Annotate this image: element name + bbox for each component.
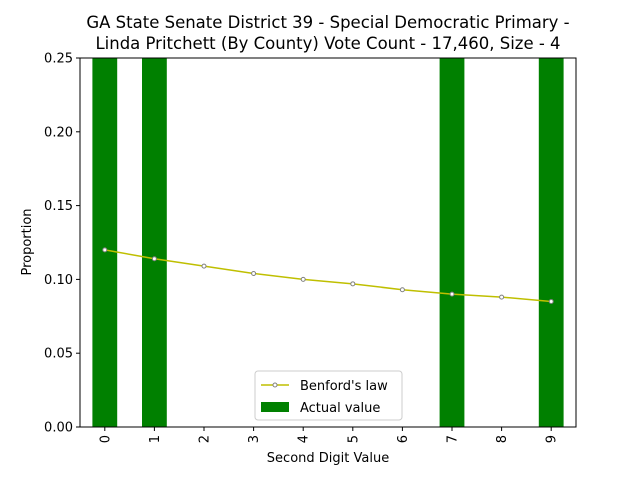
legend-label-actual: Actual value [300, 401, 380, 416]
bar-digit-0 [92, 58, 118, 427]
legend-label-benford: Benford's law [300, 379, 388, 394]
benford-point-4 [300, 276, 306, 282]
benford-point-0 [102, 247, 108, 253]
x-tick-label: 0 [98, 435, 113, 443]
x-tick-label: 2 [198, 435, 213, 443]
y-axis: 0.00 0.05 0.10 0.15 0.20 0.25 [44, 52, 80, 436]
x-tick-label: 8 [495, 435, 510, 443]
legend-box [254, 370, 403, 421]
bar-digit-1 [142, 58, 167, 427]
bar-digit-9 [538, 58, 564, 427]
y-tick-label: 0.20 [44, 125, 73, 140]
benford-line [104, 249, 552, 303]
x-tick-label: 5 [346, 435, 361, 443]
x-tick-label: 7 [446, 435, 461, 443]
y-tick-label: 0.25 [44, 52, 73, 67]
benford-point-8 [499, 294, 505, 300]
x-tick-label: 4 [297, 435, 312, 443]
chart-title-line-2: Linda Pritchett (By County) Vote Count -… [95, 34, 560, 53]
benford-point-6 [399, 287, 405, 293]
x-tick-label: 9 [545, 435, 560, 443]
legend-bar-swatch [261, 402, 289, 412]
bar-series [92, 58, 564, 427]
benford-point-3 [251, 270, 257, 276]
plot-frame [79, 57, 577, 428]
y-axis-label: Proportion [20, 208, 35, 275]
benford-point-5 [350, 281, 356, 287]
benford-point-9 [548, 299, 554, 305]
legend-line-marker [272, 382, 278, 388]
benford-line-series [102, 247, 554, 305]
y-tick-label: 0.05 [44, 347, 73, 362]
y-tick-label: 0.10 [44, 273, 73, 288]
x-tick-label: 3 [247, 435, 262, 443]
y-tick-label: 0.15 [44, 199, 73, 214]
bar-digit-7 [439, 58, 465, 427]
chart-title-line-1: GA State Senate District 39 - Special De… [86, 13, 569, 32]
y-tick-label: 0.00 [44, 421, 73, 436]
x-tick-label: 6 [396, 435, 411, 443]
x-axis: 0 1 2 3 4 5 6 7 8 9 [98, 427, 560, 443]
benford-point-1 [151, 256, 157, 262]
benford-point-2 [201, 263, 207, 269]
legend: Benford's law Actual value [254, 370, 403, 421]
benford-point-7 [449, 291, 455, 297]
x-tick-label: 1 [148, 435, 163, 443]
x-axis-label: Second Digit Value [267, 451, 389, 466]
